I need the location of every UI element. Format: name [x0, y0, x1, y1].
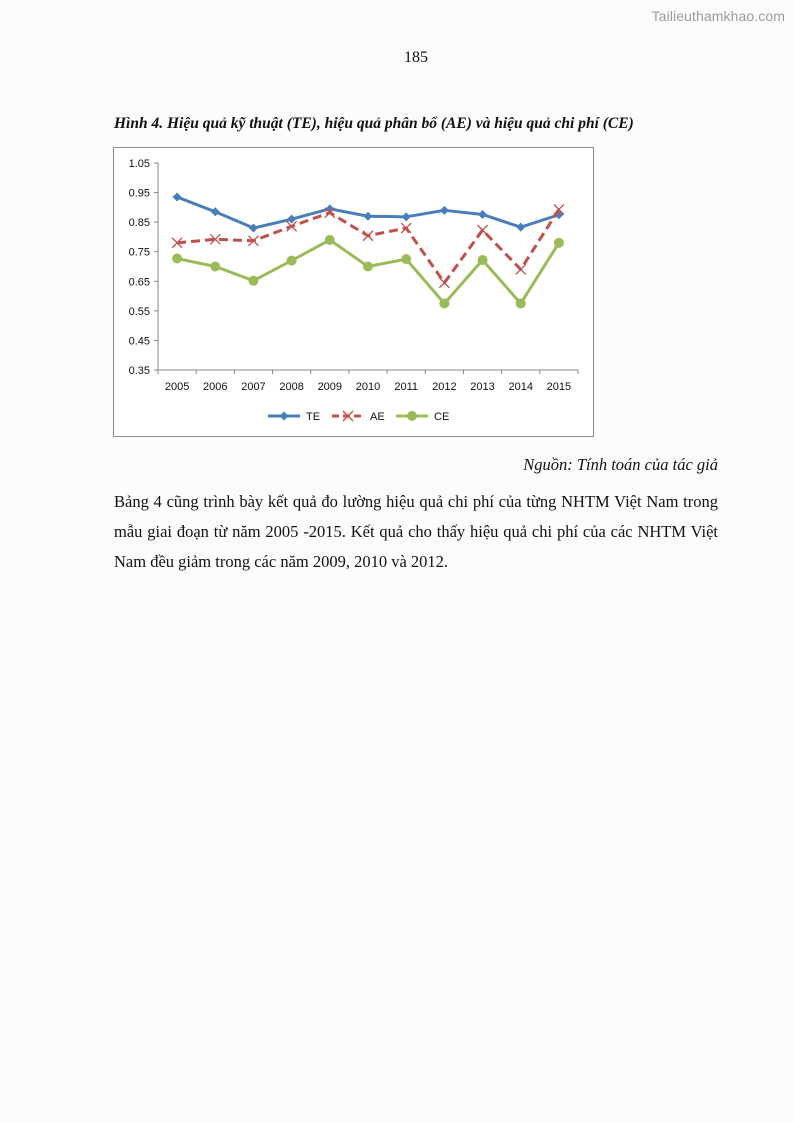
x-marker-stroke — [247, 235, 259, 247]
x-marker-stroke — [209, 233, 221, 245]
data-point-ce — [172, 253, 183, 264]
data-point-te — [363, 211, 373, 221]
legend-item-te: TE — [268, 411, 320, 423]
data-point-ae — [171, 237, 183, 249]
x-marker-stroke — [286, 220, 298, 232]
data-point-te — [287, 214, 297, 224]
legend-label: TE — [306, 411, 320, 423]
data-point-ae — [438, 277, 450, 289]
x-tick-label: 2007 — [241, 381, 265, 393]
x-marker-stroke — [324, 207, 336, 219]
legend-marker — [342, 410, 354, 422]
chart-canvas: 0.35 0.45 0.55 0.65 0.75 0.85 0.95 1.05 2005 2006… — [129, 158, 579, 423]
x-marker-stroke — [400, 222, 412, 234]
y-tick-label: 0.55 — [129, 306, 150, 318]
series-ae — [171, 203, 565, 289]
data-point-ae — [553, 203, 565, 215]
legend-marker — [279, 411, 289, 421]
data-point-ce — [363, 261, 373, 272]
series-ce — [172, 234, 564, 309]
line-chart: 0.35 0.45 0.55 0.65 0.75 0.85 0.95 1.05 2005 2006… — [113, 147, 594, 437]
data-point-te — [401, 212, 411, 222]
data-point-ce — [248, 275, 259, 286]
legend-item-ae: AE — [332, 410, 385, 423]
legend-marker — [407, 411, 417, 421]
data-point-ce — [515, 298, 526, 309]
y-tick-label: 0.85 — [129, 217, 150, 229]
x-marker-stroke — [342, 410, 354, 422]
data-point-ae — [362, 230, 374, 242]
data-point-te — [439, 205, 449, 215]
data-point-ae — [515, 263, 527, 275]
chart-legend: TE AE CE — [268, 410, 449, 423]
chart-axes: 0.35 0.45 0.55 0.65 0.75 0.85 0.95 1.05 2005 2006… — [129, 158, 579, 393]
data-point-ae — [477, 224, 489, 236]
x-tick-label: 2008 — [279, 381, 303, 393]
figure-caption: Hình 4. Hiệu quả kỹ thuật (TE), hiệu quả… — [114, 115, 634, 132]
watermark-text: Tailieuthamkhao.com — [651, 8, 785, 24]
source-note: Nguồn: Tính toán của tác giả — [523, 455, 718, 474]
chart-series — [171, 192, 565, 309]
data-point-ce — [210, 261, 221, 272]
x-marker-stroke — [477, 224, 489, 236]
y-tick-label: 0.45 — [129, 335, 150, 347]
data-point-ce — [439, 298, 450, 309]
x-marker-stroke — [553, 203, 565, 215]
y-tick-label: 0.95 — [129, 188, 150, 200]
y-tick-label: 0.35 — [129, 365, 150, 377]
x-marker-stroke — [171, 237, 183, 249]
data-point-ce — [324, 234, 335, 245]
y-tick-label: 0.65 — [129, 276, 150, 288]
data-point-te — [516, 222, 526, 232]
data-point-ae — [247, 235, 259, 247]
data-point-ae — [324, 207, 336, 219]
data-point-te — [248, 223, 258, 233]
legend-item-ce: CE — [396, 411, 449, 423]
x-tick-label: 2014 — [508, 381, 532, 393]
data-point-ce — [553, 237, 564, 248]
data-point-ae — [209, 233, 221, 245]
x-marker-stroke — [515, 263, 527, 275]
x-tick-label: 2013 — [470, 381, 494, 393]
data-point-te — [478, 209, 488, 219]
data-point-ce — [286, 255, 297, 266]
body-paragraph: Bảng 4 cũng trình bày kết quả đo lường h… — [114, 492, 718, 571]
x-marker-stroke — [362, 230, 374, 242]
data-point-ae — [286, 220, 298, 232]
data-point-ae — [400, 222, 412, 234]
x-tick-label: 2015 — [547, 381, 571, 393]
x-tick-label: 2010 — [356, 381, 380, 393]
data-point-ce — [401, 254, 412, 265]
data-point-ce — [477, 254, 488, 265]
series-te — [172, 192, 564, 233]
data-point-te — [172, 192, 182, 202]
x-tick-label: 2012 — [432, 381, 456, 393]
legend-label: CE — [434, 411, 449, 423]
x-tick-label: 2011 — [394, 381, 418, 393]
y-tick-label: 0.75 — [129, 247, 150, 259]
data-point-te — [210, 207, 220, 217]
x-marker-stroke — [438, 277, 450, 289]
x-tick-label: 2005 — [165, 381, 189, 393]
x-tick-label: 2009 — [318, 381, 342, 393]
x-tick-label: 2006 — [203, 381, 227, 393]
page-number: 185 — [404, 49, 428, 66]
legend-label: AE — [370, 411, 385, 423]
y-tick-label: 1.05 — [129, 158, 150, 170]
